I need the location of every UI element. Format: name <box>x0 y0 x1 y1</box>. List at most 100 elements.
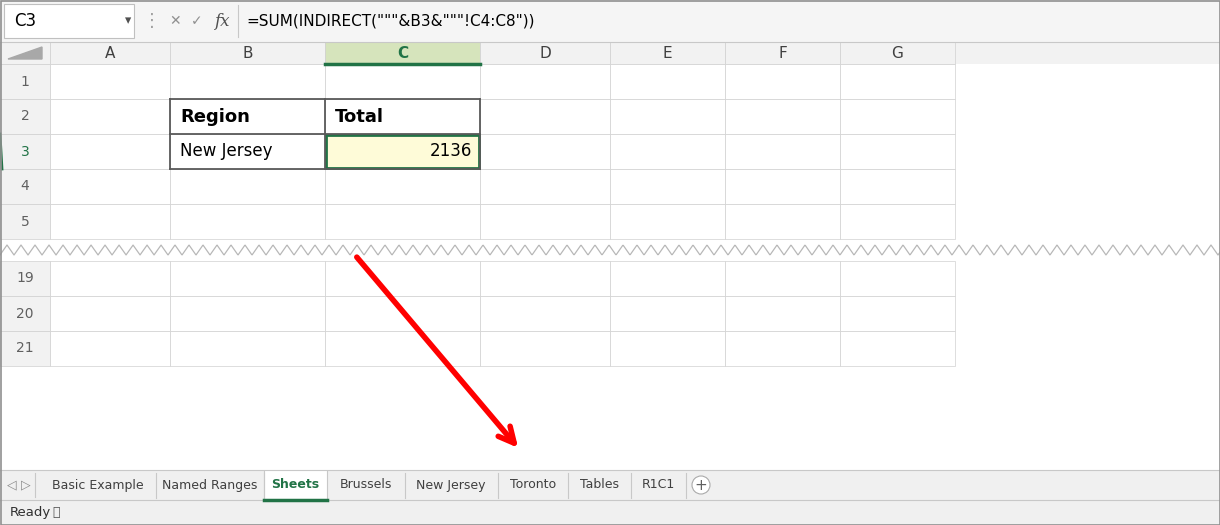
Bar <box>325 134 479 169</box>
Text: B: B <box>243 46 253 60</box>
Text: ✕: ✕ <box>170 14 181 28</box>
Bar <box>841 99 955 134</box>
Text: Toronto: Toronto <box>510 478 556 491</box>
Text: 19: 19 <box>16 271 34 286</box>
Text: Total: Total <box>336 108 384 125</box>
Text: ▾: ▾ <box>124 15 131 27</box>
Bar <box>170 296 325 331</box>
Bar <box>50 42 170 64</box>
Bar <box>725 204 841 239</box>
Bar <box>0 42 1220 64</box>
Bar <box>50 331 170 366</box>
Bar <box>479 134 610 169</box>
Bar <box>325 331 479 366</box>
Bar <box>479 99 610 134</box>
Text: ⋮: ⋮ <box>143 12 161 30</box>
Bar <box>50 169 170 204</box>
Bar <box>325 99 479 134</box>
Text: E: E <box>662 46 672 60</box>
Bar <box>610 169 725 204</box>
Text: C3: C3 <box>13 12 37 30</box>
Bar <box>170 99 325 134</box>
Bar <box>0 296 50 331</box>
Bar <box>479 64 610 99</box>
Text: 2: 2 <box>21 110 29 123</box>
Text: A: A <box>105 46 115 60</box>
Text: 20: 20 <box>16 307 34 320</box>
Polygon shape <box>9 47 41 59</box>
Bar <box>0 42 1220 470</box>
Bar <box>0 331 50 366</box>
Bar <box>479 331 610 366</box>
Bar <box>479 296 610 331</box>
Text: 4: 4 <box>21 180 29 194</box>
Text: Ready: Ready <box>10 506 51 519</box>
Text: 21: 21 <box>16 341 34 355</box>
Text: New Jersey: New Jersey <box>416 478 486 491</box>
Bar <box>325 42 479 64</box>
Bar <box>725 261 841 296</box>
Text: 5: 5 <box>21 215 29 228</box>
Bar <box>841 296 955 331</box>
Bar <box>725 99 841 134</box>
Bar <box>610 134 725 169</box>
Bar <box>170 134 325 169</box>
Bar <box>610 64 725 99</box>
Bar <box>50 99 170 134</box>
Bar <box>264 471 327 500</box>
Text: New Jersey: New Jersey <box>181 142 272 161</box>
Bar <box>325 64 479 99</box>
Bar <box>50 64 170 99</box>
Bar <box>841 169 955 204</box>
Bar <box>50 204 170 239</box>
Bar <box>841 204 955 239</box>
Bar <box>0 99 50 134</box>
Text: 2136: 2136 <box>429 142 472 161</box>
Text: =SUM(INDIRECT("""&B3&"""!C4:C8")): =SUM(INDIRECT("""&B3&"""!C4:C8")) <box>246 14 534 28</box>
Bar <box>610 261 725 296</box>
Bar <box>325 296 479 331</box>
Bar <box>841 134 955 169</box>
Bar <box>170 42 325 64</box>
Circle shape <box>692 476 710 494</box>
Bar <box>841 331 955 366</box>
Text: Basic Example: Basic Example <box>52 478 144 491</box>
Text: Named Ranges: Named Ranges <box>162 478 257 491</box>
Text: D: D <box>539 46 551 60</box>
Bar <box>325 261 479 296</box>
Bar <box>0 169 50 204</box>
Text: Sheets: Sheets <box>271 478 320 491</box>
Bar <box>725 331 841 366</box>
Bar <box>50 296 170 331</box>
Text: ▷: ▷ <box>21 478 30 491</box>
Bar <box>0 42 50 64</box>
Bar <box>170 169 325 204</box>
Bar <box>170 261 325 296</box>
Bar <box>479 42 610 64</box>
Bar <box>725 169 841 204</box>
Bar <box>479 169 610 204</box>
Bar <box>0 500 1220 525</box>
Bar <box>0 204 50 239</box>
Bar <box>610 331 725 366</box>
Bar <box>479 204 610 239</box>
Bar <box>841 64 955 99</box>
Bar <box>610 296 725 331</box>
Text: ✓: ✓ <box>192 14 203 28</box>
Text: Region: Region <box>181 108 250 125</box>
Text: 1: 1 <box>21 75 29 89</box>
Bar <box>841 42 955 64</box>
Text: +: + <box>694 478 708 492</box>
Bar <box>610 204 725 239</box>
Bar <box>725 42 841 64</box>
Bar <box>841 261 955 296</box>
Text: C: C <box>396 46 407 60</box>
Bar <box>325 169 479 204</box>
Bar <box>610 42 725 64</box>
Bar <box>725 296 841 331</box>
FancyBboxPatch shape <box>4 4 134 38</box>
Bar <box>725 64 841 99</box>
Text: Tables: Tables <box>580 478 619 491</box>
Bar <box>50 261 170 296</box>
Bar <box>170 64 325 99</box>
